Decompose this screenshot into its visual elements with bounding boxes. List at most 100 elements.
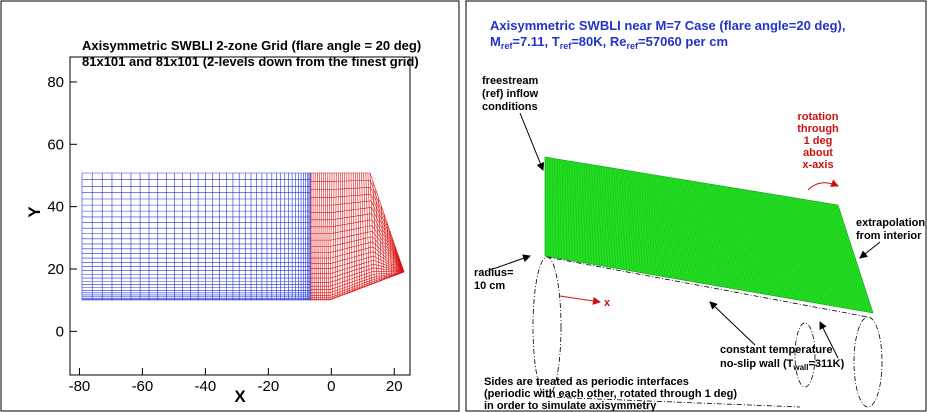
mesh-line	[311, 241, 405, 273]
surface-line	[713, 184, 734, 289]
surface-line	[718, 185, 740, 290]
right-frame	[465, 0, 927, 412]
surface-line	[708, 183, 729, 288]
surface-line	[588, 164, 595, 265]
surface-line	[598, 165, 606, 267]
mesh-line	[311, 236, 405, 273]
mesh-line	[311, 267, 405, 283]
surface-line	[698, 182, 718, 286]
surface-line	[679, 178, 696, 283]
annotation: Sides are treated as periodic interfaces	[484, 376, 689, 388]
surface-line	[742, 189, 767, 295]
mesh-line	[311, 271, 405, 294]
mesh-line	[357, 172, 360, 289]
right-panel: Axisymmetric SWBLI near M=7 Case (flare …	[474, 18, 925, 412]
surface-line	[737, 188, 762, 294]
mesh-line	[363, 172, 368, 287]
mesh-line	[327, 172, 331, 301]
subscript: wall	[792, 363, 808, 372]
surface-line	[549, 157, 551, 257]
mesh-line	[311, 271, 405, 298]
surface-line	[574, 161, 578, 262]
surface-line	[686, 180, 704, 284]
surface-line	[766, 193, 794, 300]
annotation: conditions	[482, 101, 538, 113]
surface-line	[652, 174, 666, 277]
surface-line	[683, 179, 701, 284]
axis-label: x	[604, 297, 611, 309]
surface-line	[701, 182, 721, 287]
annotation: about	[803, 147, 833, 159]
surface-line	[813, 200, 846, 309]
surface-line	[754, 191, 781, 297]
arrows	[489, 112, 881, 359]
mesh-line	[383, 214, 388, 279]
y-tick-label: 0	[56, 323, 64, 340]
surface-line	[835, 204, 871, 313]
annotation: in order to simulate axisymmetry	[484, 400, 657, 412]
mesh-line	[354, 172, 358, 290]
right-title: Axisymmetric SWBLI near M=7 Case (flare …	[490, 18, 845, 33]
annotation: no-slip wall (Twall=311K)	[720, 358, 845, 372]
surface-line	[771, 194, 800, 301]
surface-line	[566, 160, 570, 261]
surface-line	[552, 158, 554, 258]
x-tick-label: -80	[69, 378, 91, 395]
surface-line	[671, 177, 688, 281]
mesh-line	[316, 172, 318, 301]
annotation: constant temperature	[720, 344, 832, 356]
annotation: (periodic with each other, rotated throu…	[484, 388, 737, 400]
right-subtitle: Mref=7.11, Tref=80K, Reref=57060 per cm	[490, 34, 728, 51]
surface-line	[803, 199, 835, 307]
mesh-line	[318, 172, 320, 301]
surface-line	[788, 196, 819, 304]
surface-line	[637, 172, 650, 275]
mesh-line	[378, 197, 383, 281]
x-tick-label: -40	[195, 378, 217, 395]
mesh-line	[311, 271, 405, 296]
surface-line	[654, 174, 669, 278]
surface-line	[725, 186, 748, 292]
surface-line	[820, 202, 855, 310]
mesh-line	[311, 271, 405, 300]
surface-line	[608, 167, 617, 269]
subscript: ref	[501, 41, 514, 51]
surface-line	[659, 175, 674, 279]
annotation: radius=	[474, 267, 513, 279]
surface-line	[776, 194, 805, 302]
surface-line	[764, 192, 792, 299]
surface-line	[781, 195, 811, 303]
mesh-line	[322, 172, 324, 301]
surface-line	[759, 192, 786, 298]
mesh-line	[350, 172, 353, 292]
surface-line	[825, 202, 860, 311]
surface-line	[613, 168, 622, 270]
surface-line	[569, 160, 573, 261]
surface-line	[559, 159, 562, 259]
surface-line	[586, 163, 592, 265]
surface-line	[815, 201, 849, 309]
surface-line	[642, 172, 655, 276]
left-frame	[0, 0, 460, 412]
surface-line	[657, 175, 671, 278]
surface-line	[649, 174, 663, 277]
text-part: =311K)	[808, 358, 844, 370]
mesh-line	[361, 172, 365, 287]
x-tick-label: 0	[327, 378, 335, 395]
mesh-line	[311, 271, 405, 301]
mesh-line	[311, 179, 405, 273]
surface-line	[828, 203, 863, 312]
surface-line	[600, 166, 609, 267]
mesh-line	[311, 200, 405, 273]
surface-line	[635, 171, 647, 274]
surface-line	[647, 173, 660, 276]
surface-line	[810, 200, 844, 308]
surface-line	[691, 180, 710, 285]
mesh-line	[320, 172, 322, 301]
surface-line	[564, 160, 568, 260]
surface-line	[627, 170, 639, 273]
surface-line	[696, 181, 715, 286]
x-tick-label: 20	[386, 378, 403, 395]
surface-line	[832, 204, 868, 313]
x-axis-label: X	[234, 387, 246, 406]
